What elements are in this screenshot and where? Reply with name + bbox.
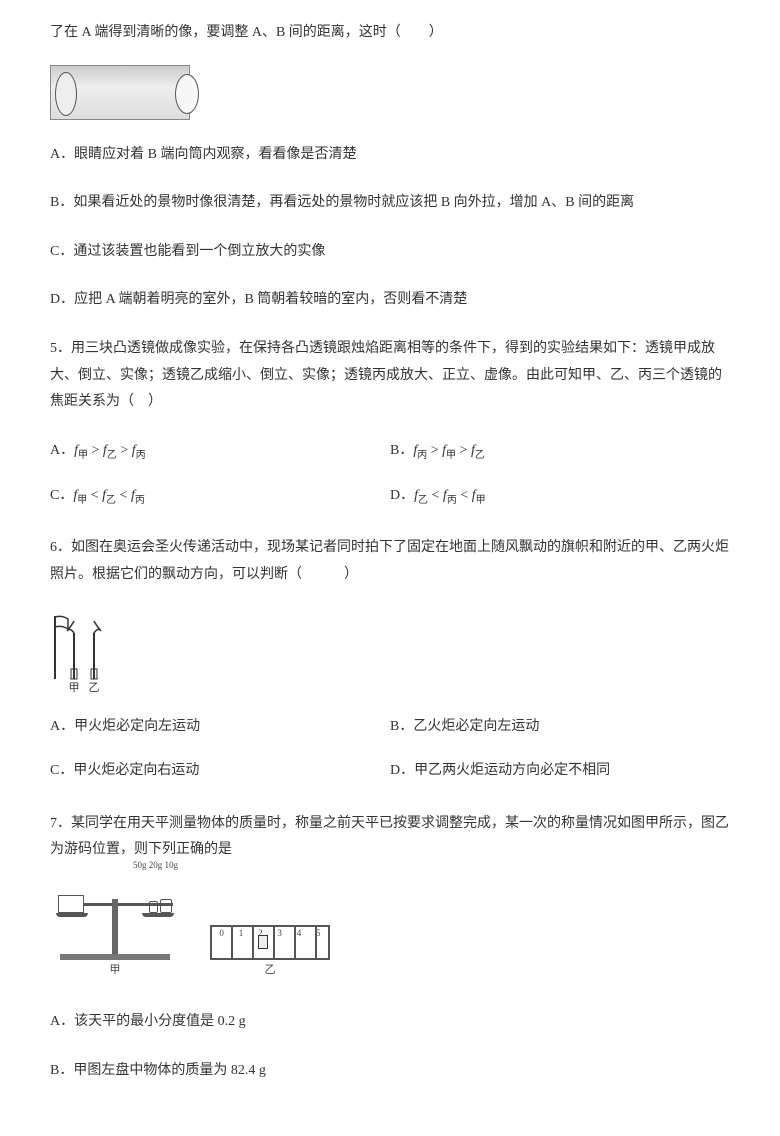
svg-text:甲: 甲	[69, 682, 80, 694]
q4-fragment-line: 了在 A 端得到清晰的像，要调整 A、B 间的距离，这时（ ）	[50, 20, 730, 47]
q7-balance-right-wrap: 0 1 2 3 4 5 乙	[210, 925, 330, 981]
q5-stem: 5．用三块凸透镜做成像实验，在保持各凸透镜跟烛焰距离相等的条件下，得到的实验结果…	[50, 336, 730, 416]
q7-stem: 7．某同学在用天平测量物体的质量时，称量之前天平已按要求调整完成，某一次的称量情…	[50, 811, 730, 864]
q6-figure-torches: 甲 乙	[50, 611, 108, 696]
q6-option-b: B．乙火炬必定向左运动	[390, 714, 730, 741]
q7-fig-label-yi: 乙	[210, 960, 330, 981]
svg-text:乙: 乙	[89, 681, 100, 694]
q6-option-c: C．甲火炬必定向右运动	[50, 758, 390, 785]
q4-option-c: C．通过该装置也能看到一个倒立放大的实像	[50, 239, 730, 266]
q7-fig-label-jia: 甲	[50, 960, 180, 981]
q5-options: A．f甲 > f乙 > f丙 B．f丙 > f甲 > f乙 C．f甲 < f乙 …	[50, 438, 730, 528]
q7-figure-balance: 50g 20g 10g 甲 0 1 2 3 4 5 乙	[50, 886, 340, 981]
q5-option-b: B．f丙 > f甲 > f乙	[390, 438, 730, 465]
q5-option-a: A．f甲 > f乙 > f丙	[50, 438, 390, 465]
q6-option-d: D．甲乙两火炬运动方向必定不相同	[390, 758, 730, 785]
q7-option-a: A．该天平的最小分度值是 0.2 g	[50, 1009, 730, 1036]
q7-ruler-icon: 0 1 2 3 4 5	[210, 925, 330, 960]
q7-balance-scale-icon: 50g 20g 10g	[50, 875, 180, 960]
q4-option-a: A．眼睛应对着 B 端向筒内观察，看看像是否清楚	[50, 142, 730, 169]
q4-option-d: D．应把 A 端朝着明亮的室外，B 筒朝着较暗的室内，否则看不清楚	[50, 287, 730, 314]
q5-option-d: D．f乙 < f丙 < f甲	[390, 483, 730, 510]
q4-options: A．眼睛应对着 B 端向筒内观察，看看像是否清楚 B．如果看近处的景物时像很清楚…	[50, 142, 730, 314]
q7-weight-labels: 50g 20g 10g	[133, 857, 178, 874]
q6-option-a: A．甲火炬必定向左运动	[50, 714, 390, 741]
q7-options: A．该天平的最小分度值是 0.2 g B．甲图左盘中物体的质量为 82.4 g	[50, 1009, 730, 1084]
q4-option-b: B．如果看近处的景物时像很清楚，再看远处的景物时就应该把 B 向外拉，增加 A、…	[50, 190, 730, 217]
q4-figure-tube	[50, 65, 190, 120]
q6-stem: 6．如图在奥运会圣火传递活动中，现场某记者同时拍下了固定在地面上随风飘动的旗帜和…	[50, 535, 730, 588]
q7-ruler-labels: 0 1 2 3 4 5	[212, 925, 328, 942]
q7-option-b: B．甲图左盘中物体的质量为 82.4 g	[50, 1058, 730, 1085]
q7-balance-left-wrap: 50g 20g 10g 甲	[50, 875, 180, 981]
q5-option-c: C．f甲 < f乙 < f丙	[50, 483, 390, 510]
q6-options: A．甲火炬必定向左运动 B．乙火炬必定向左运动 C．甲火炬必定向右运动 D．甲乙…	[50, 714, 730, 803]
